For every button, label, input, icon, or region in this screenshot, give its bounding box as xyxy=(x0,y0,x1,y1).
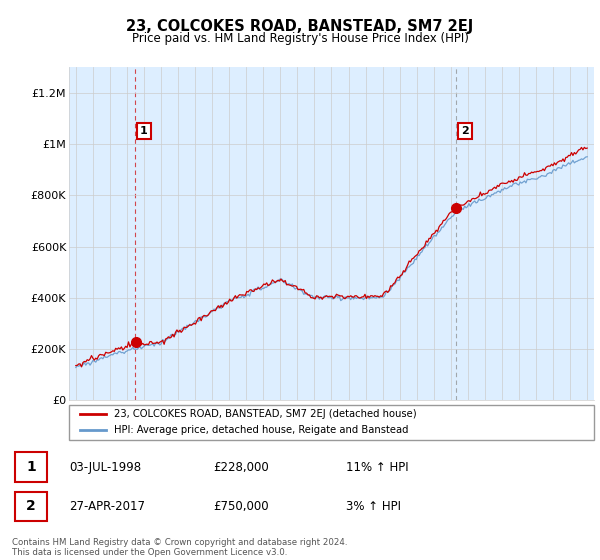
Text: HPI: Average price, detached house, Reigate and Banstead: HPI: Average price, detached house, Reig… xyxy=(113,425,408,435)
Text: 1: 1 xyxy=(140,126,148,136)
Text: 2: 2 xyxy=(461,126,469,136)
Text: Price paid vs. HM Land Registry's House Price Index (HPI): Price paid vs. HM Land Registry's House … xyxy=(131,31,469,45)
Text: 23, COLCOKES ROAD, BANSTEAD, SM7 2EJ: 23, COLCOKES ROAD, BANSTEAD, SM7 2EJ xyxy=(127,20,473,34)
Text: 3% ↑ HPI: 3% ↑ HPI xyxy=(346,500,401,513)
Text: £228,000: £228,000 xyxy=(214,460,269,474)
Text: 27-APR-2017: 27-APR-2017 xyxy=(70,500,146,513)
Text: 23, COLCOKES ROAD, BANSTEAD, SM7 2EJ (detached house): 23, COLCOKES ROAD, BANSTEAD, SM7 2EJ (de… xyxy=(113,409,416,419)
Bar xyxy=(15,492,47,521)
Text: 1: 1 xyxy=(26,460,36,474)
Text: 03-JUL-1998: 03-JUL-1998 xyxy=(70,460,142,474)
Text: 11% ↑ HPI: 11% ↑ HPI xyxy=(346,460,409,474)
Bar xyxy=(15,452,47,482)
Text: 2: 2 xyxy=(26,500,36,513)
Text: Contains HM Land Registry data © Crown copyright and database right 2024.
This d: Contains HM Land Registry data © Crown c… xyxy=(12,538,347,557)
Text: £750,000: £750,000 xyxy=(214,500,269,513)
